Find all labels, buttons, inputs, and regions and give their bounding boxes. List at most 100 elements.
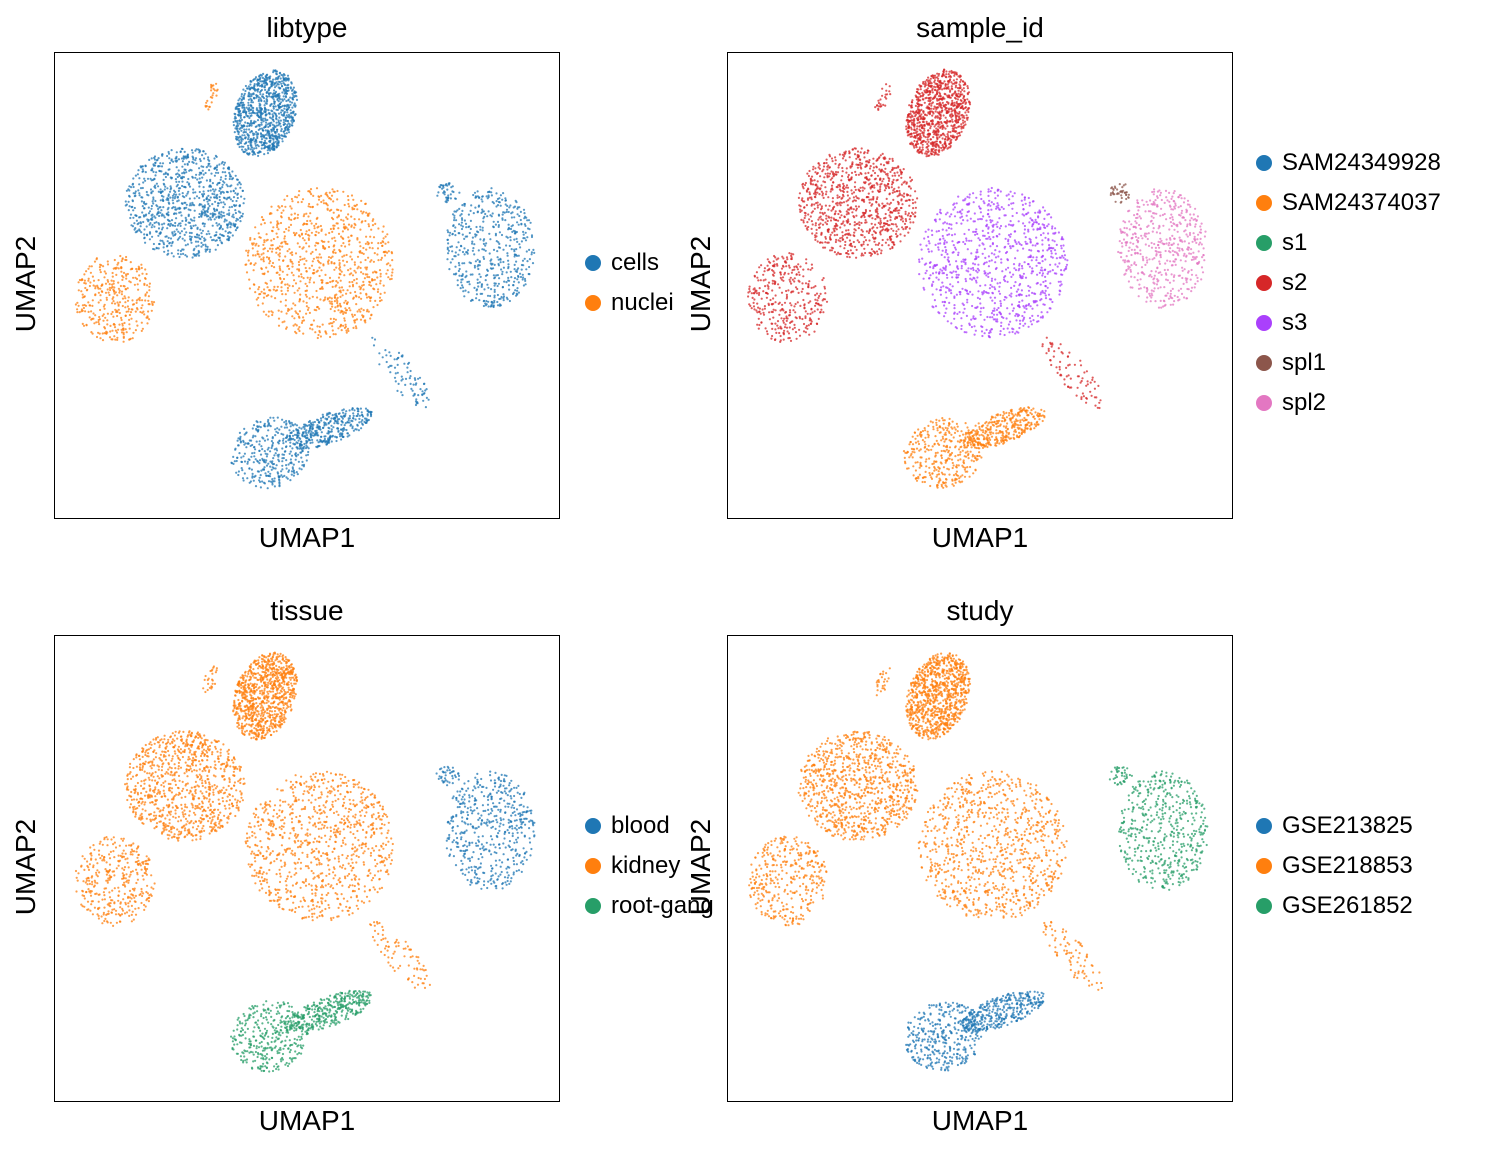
scatter-point [519,218,522,222]
scatter-point [188,204,191,207]
scatter-point [152,196,155,199]
scatter-point [84,310,87,313]
scatter-point [914,211,917,214]
scatter-point [269,472,272,475]
scatter-point [165,245,169,248]
scatter-point [104,272,107,275]
scatter-point [361,413,364,416]
scatter-point [222,163,226,166]
scatter-point [897,165,900,168]
scatter-point [135,267,138,271]
scatter-point [174,178,177,181]
scatter-point [380,258,383,261]
scatter-point [148,282,151,285]
scatter-point [282,123,285,126]
scatter-point [319,417,323,420]
scatter-point [821,211,824,215]
scatter-point [202,173,205,176]
scatter-point [300,427,303,430]
scatter-point [243,427,246,430]
scatter-point [381,356,384,359]
scatter-point [267,315,270,318]
scatter-point [305,312,308,315]
scatter-point [523,223,526,226]
scatter-point [185,171,188,174]
scatter-point [338,412,341,415]
scatter-point [252,92,255,95]
scatter-point [278,106,281,109]
scatter-point [175,173,178,176]
scatter-point [520,268,523,271]
scatter-point [269,450,272,453]
scatter-point [207,164,210,167]
scatter-point [303,427,306,430]
scatter-point [222,211,225,214]
scatter-point [807,225,810,229]
scatter-point [494,282,497,285]
scatter-point [351,407,354,410]
scatter-point [236,193,239,196]
scatter-point [280,129,283,133]
scatter-point [106,323,109,326]
scatter-point [360,271,363,274]
scatter-point [145,225,148,228]
scatter-point [257,244,260,247]
scatter-point [266,73,269,76]
scatter-point [232,216,235,219]
scatter-point [291,200,294,203]
scatter-point [887,208,890,212]
scatter-point [330,194,334,197]
scatter-point [259,486,262,489]
scatter-point [264,125,267,129]
scatter-point [264,84,267,87]
scatter-point [292,94,295,97]
scatter-point [179,235,182,238]
scatter-point [102,305,105,308]
scatter-point [340,329,343,332]
scatter-point [485,195,488,198]
scatter-point [498,197,501,200]
scatter-point [210,89,213,92]
scatter-point [212,87,215,90]
scatter-point [203,204,206,207]
scatter-point [144,293,147,296]
scatter-point [297,268,301,271]
scatter-point [245,106,248,109]
scatter-point [246,462,249,465]
scatter-point [147,212,151,215]
scatter-point [249,236,252,240]
scatter-point [871,217,874,220]
scatter-point [298,263,301,266]
scatter-point [291,106,294,109]
scatter-point [361,415,365,418]
scatter-point [269,279,272,282]
scatter-point [137,268,140,271]
scatter-point [277,100,280,103]
scatter-point [144,268,147,271]
scatter-point [348,243,351,246]
scatter-point [292,110,295,113]
scatter-point [267,310,270,313]
scatter-point [290,473,293,476]
scatter-point [332,333,335,336]
scatter-point [519,210,522,213]
scatter-point [285,419,288,423]
scatter-point [184,156,187,159]
scatter-point [140,263,143,266]
scatter-point [137,298,140,301]
scatter-point [234,174,237,177]
scatter-point [348,417,351,420]
scatter-point [248,106,251,109]
scatter-point [238,431,241,434]
scatter-point [497,225,500,228]
scatter-point [342,312,345,315]
scatter-point [262,258,265,261]
scatter-point [881,206,884,209]
scatter-point [311,260,314,263]
scatter-point [290,207,293,210]
scatter-point [836,194,839,197]
scatter-point [364,319,367,322]
scatter-point [168,168,171,171]
scatter-point [469,273,472,276]
scatter-point [243,116,246,119]
